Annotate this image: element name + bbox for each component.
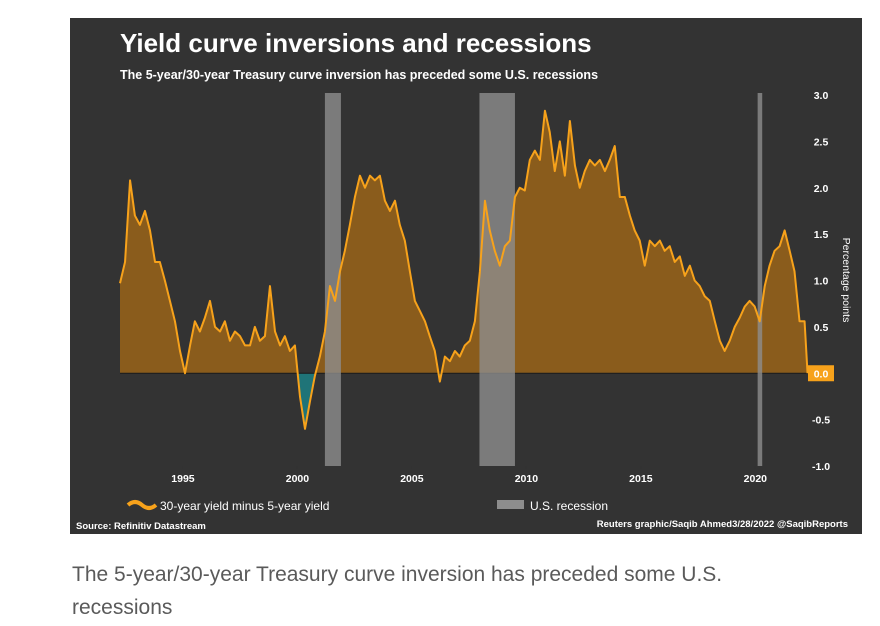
x-tick-label: 2005 <box>400 473 424 485</box>
y-tick-label: -1.0 <box>812 461 830 473</box>
y-tick-label: 1.0 <box>814 276 829 288</box>
x-tick-label: 2000 <box>286 473 310 485</box>
chart-title: Yield curve inversions and recessions <box>120 28 592 58</box>
series-line <box>119 109 809 430</box>
caption: The 5-year/30-year Treasury curve invers… <box>72 563 723 619</box>
chart-subtitle: The 5-year/30-year Treasury curve invers… <box>120 68 598 82</box>
y-tick-label: 0.0 <box>814 368 829 380</box>
y-tick-label: 2.5 <box>814 136 829 148</box>
y-tick-label: 1.5 <box>814 229 829 241</box>
y-tick-label: 0.5 <box>814 322 829 334</box>
y-tick-label: -0.5 <box>812 415 830 427</box>
x-tick-label: 1995 <box>171 473 195 485</box>
legend-label: U.S. recession <box>530 499 608 513</box>
y-tick-label: 3.0 <box>814 90 829 102</box>
x-tick-label: 2020 <box>744 473 768 485</box>
legend-swatch <box>497 500 524 509</box>
legend-label: 30-year yield minus 5-year yield <box>160 499 329 513</box>
y-tick-label: 2.0 <box>814 183 829 195</box>
source: Source: Refinitiv Datastream <box>76 521 206 532</box>
last-value-box <box>808 365 834 382</box>
x-tick-label: 2015 <box>629 473 653 485</box>
y-axis-label: Percentage points <box>840 238 852 323</box>
recession-band <box>324 93 341 466</box>
recession-band <box>479 93 515 466</box>
recession-band <box>757 93 763 466</box>
credit: Reuters graphic/Saqib Ahmed3/28/2022 @Sa… <box>597 519 848 530</box>
area-positive <box>120 110 808 374</box>
x-tick-label: 2010 <box>515 473 539 485</box>
chart-panel <box>70 18 862 534</box>
legend-swatch <box>126 500 158 510</box>
